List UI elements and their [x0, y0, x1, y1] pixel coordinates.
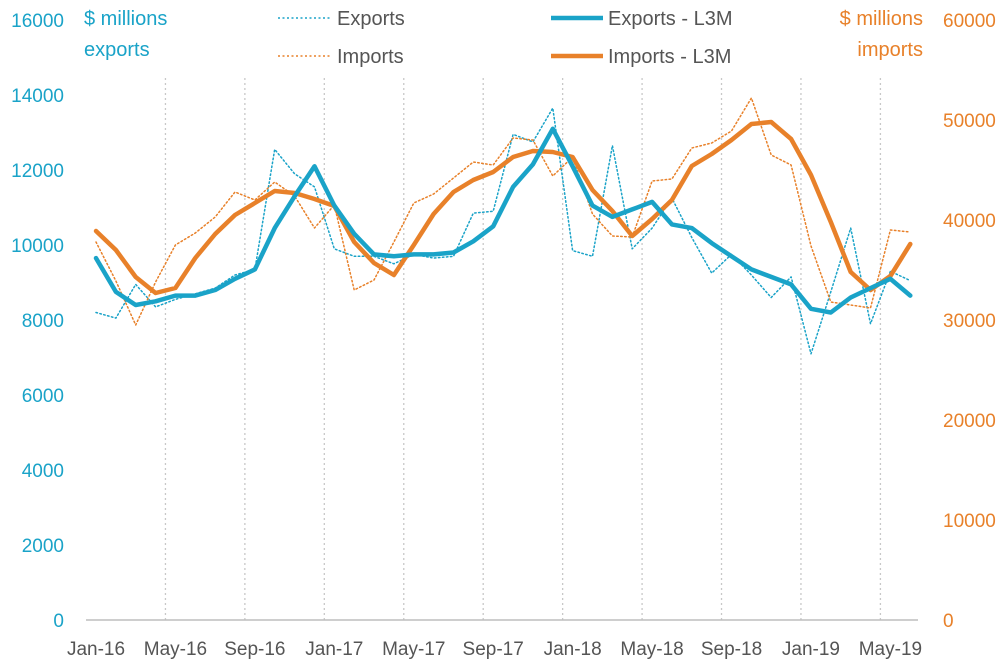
- x-tick-label: May-19: [859, 639, 922, 660]
- left-tick-label: 16000: [11, 11, 64, 32]
- x-tick-label: May-18: [620, 639, 683, 660]
- left-tick-label: 0: [53, 611, 64, 632]
- series-line-imports: [95, 97, 912, 326]
- x-tick-label: Sep-16: [224, 639, 285, 660]
- left-axis-title-line1: $ millions: [84, 8, 167, 30]
- left-tick-label: 8000: [22, 311, 64, 332]
- right-axis-ticks: 0 10000 20000 30000 40000 50000 60000: [943, 11, 996, 632]
- vertical-gridlines: [164, 78, 882, 620]
- legend-label-exports: Exports: [337, 8, 405, 30]
- x-axis-ticks: Jan-16 May-16 Sep-16 Jan-17 May-17 Sep-17 Jan-…: [67, 639, 922, 660]
- right-tick-label: 30000: [943, 311, 996, 332]
- left-tick-label: 4000: [22, 461, 64, 482]
- x-tick-label: May-16: [144, 639, 207, 660]
- left-tick-label: 10000: [11, 236, 64, 257]
- right-tick-label: 0: [943, 611, 954, 632]
- x-tick-label: Sep-18: [701, 639, 762, 660]
- right-tick-label: 50000: [943, 111, 996, 132]
- right-axis-title-line1: $ millions: [840, 8, 923, 30]
- right-tick-label: 10000: [943, 511, 996, 532]
- legend-label-imports-l3m: Imports - L3M: [608, 46, 731, 68]
- x-tick-label: Sep-17: [463, 639, 524, 660]
- x-tick-label: May-17: [382, 639, 445, 660]
- legend: Exports Imports Exports - L3M Imports - …: [278, 8, 732, 68]
- series-line-exports-l3m: [93, 126, 913, 315]
- left-tick-label: 2000: [22, 536, 64, 557]
- right-tick-label: 60000: [943, 11, 996, 32]
- right-tick-label: 20000: [943, 411, 996, 432]
- right-tick-label: 40000: [943, 211, 996, 232]
- series-line-imports-l3m: [93, 119, 913, 296]
- left-axis-title-line2: exports: [84, 39, 150, 61]
- x-tick-label: Jan-19: [782, 639, 840, 660]
- x-tick-label: Jan-16: [67, 639, 125, 660]
- legend-label-exports-l3m: Exports - L3M: [608, 8, 732, 30]
- x-tick-label: Jan-18: [544, 639, 602, 660]
- series-layer: [93, 97, 913, 355]
- legend-label-imports: Imports: [337, 46, 404, 68]
- left-tick-label: 12000: [11, 161, 64, 182]
- right-axis-title-line2: imports: [857, 39, 923, 61]
- left-tick-label: 6000: [22, 386, 64, 407]
- x-tick-label: Jan-17: [305, 639, 363, 660]
- left-tick-label: 14000: [11, 86, 64, 107]
- left-axis-ticks: 0 2000 4000 6000 8000 10000 12000 14000 16000: [11, 11, 64, 632]
- series-line-exports: [95, 107, 912, 355]
